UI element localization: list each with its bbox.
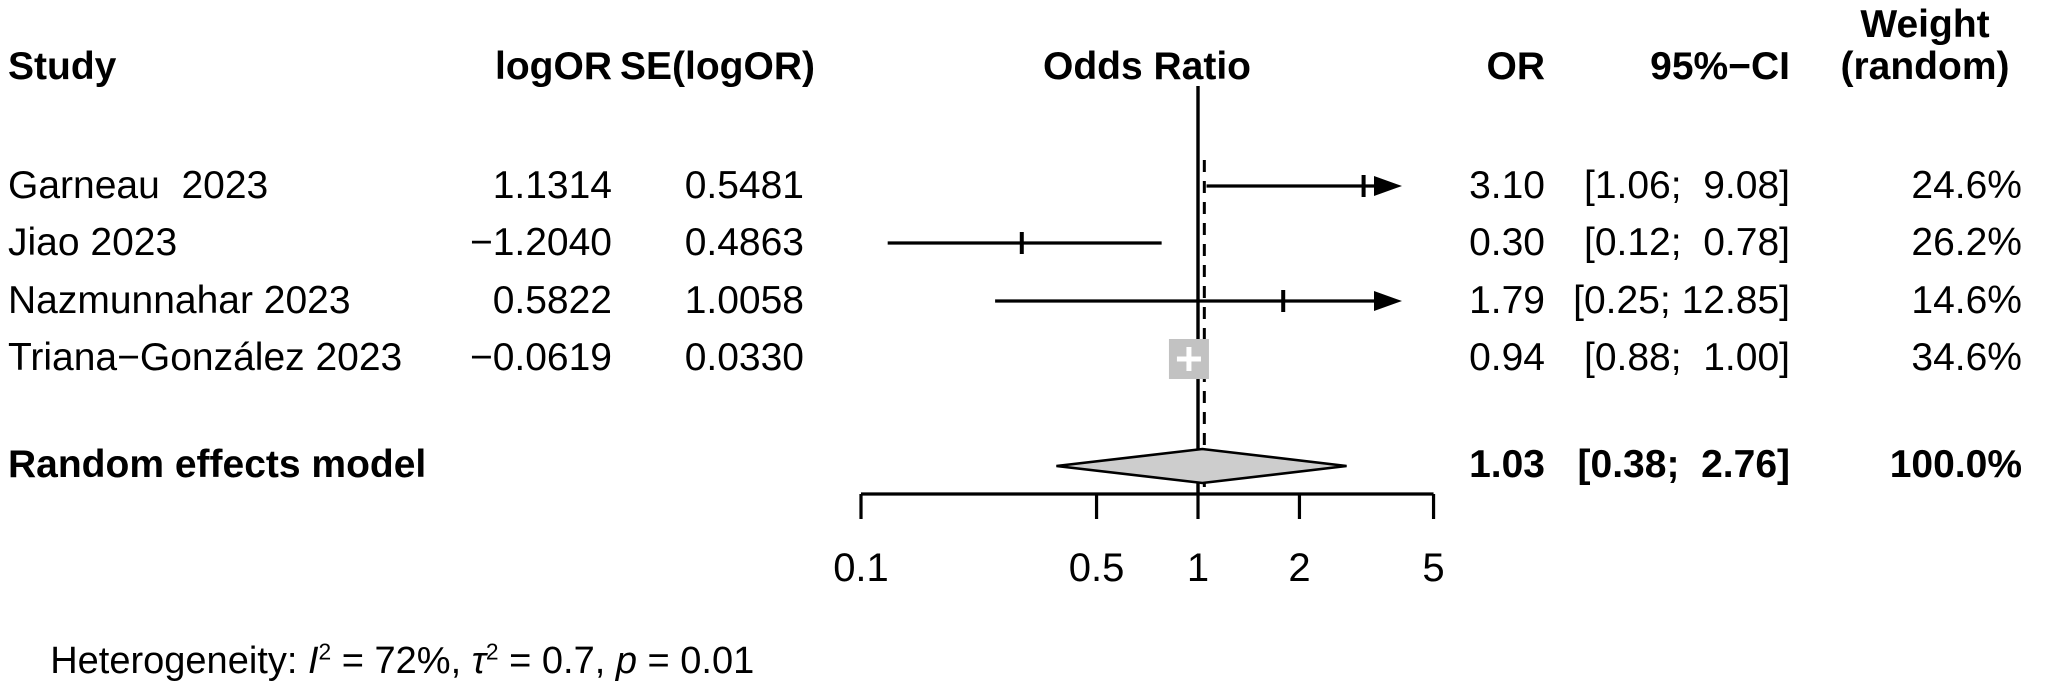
- or-value: 1.79: [1469, 279, 1545, 322]
- study-name: Triana−González 2023: [8, 336, 403, 379]
- summary-diamond: [1056, 447, 1347, 485]
- point-estimate-tick: [1019, 232, 1024, 254]
- het-tau-sup: 2: [485, 638, 499, 665]
- column-header-logor: logOR: [495, 45, 612, 88]
- or-value: 0.30: [1469, 221, 1545, 264]
- x-axis-tick-label: 2: [1288, 546, 1310, 590]
- se-value: 0.5481: [684, 164, 804, 207]
- point-estimate-tick: [1281, 290, 1286, 312]
- weight-value: 24.6%: [1911, 164, 2022, 207]
- column-header-or: OR: [1486, 45, 1546, 88]
- ci-value: [0.25; 12.85]: [1573, 279, 1790, 322]
- ci-value: [1.06; 9.08]: [1584, 164, 1790, 207]
- x-axis-tick-label: 1: [1187, 546, 1209, 590]
- x-axis-tick-label: 0.1: [833, 546, 889, 590]
- point-estimate-tick: [1361, 175, 1366, 197]
- column-header-odds-ratio: Odds Ratio: [1042, 45, 1251, 88]
- summary-or-value: 1.03: [1469, 443, 1545, 486]
- study-name: Jiao 2023: [8, 221, 178, 264]
- het-p-value: = 0.01: [636, 640, 755, 682]
- weight-value: 26.2%: [1911, 221, 2022, 264]
- column-header-study: Study: [8, 45, 117, 88]
- ci-value: [0.12; 0.78]: [1584, 221, 1790, 264]
- square-plus-icon: [1186, 347, 1192, 371]
- het-i-sup: 2: [318, 638, 332, 665]
- weight-value: 14.6%: [1911, 279, 2022, 322]
- het-p-symbol: p: [615, 640, 637, 682]
- x-axis-tick-label: 5: [1422, 546, 1444, 590]
- ci-arrowhead: [1374, 291, 1402, 311]
- column-header-weight-line2: (random): [1840, 45, 2010, 88]
- ci-value: [0.88; 1.00]: [1584, 336, 1790, 379]
- het-tau-symbol: τ: [471, 640, 486, 682]
- or-value: 3.10: [1469, 164, 1545, 207]
- het-i2-value: = 72%,: [331, 640, 472, 682]
- summary-weight-value: 100.0%: [1889, 443, 2022, 486]
- logor-value: 0.5822: [492, 279, 612, 322]
- logor-value: −1.2040: [469, 221, 612, 264]
- x-axis-tick-label: 0.5: [1069, 546, 1125, 590]
- summary-row-label: Random effects model: [8, 443, 427, 486]
- het-i-symbol: I: [307, 640, 319, 682]
- column-header-ci: 95%−CI: [1650, 45, 1790, 88]
- logor-value: −0.0619: [469, 336, 612, 379]
- overall-effect-line: Test for overall effect (random effects)…: [8, 642, 1018, 691]
- het-tau2-value: = 0.7,: [498, 640, 616, 682]
- se-value: 1.0058: [684, 279, 804, 322]
- column-header-se: SE(logOR): [620, 45, 815, 88]
- se-value: 0.4863: [684, 221, 804, 264]
- or-value: 0.94: [1469, 336, 1545, 379]
- het-prefix: Heterogeneity:: [50, 640, 308, 682]
- logor-value: 1.1314: [492, 164, 612, 207]
- summary-ci-value: [0.38; 2.76]: [1577, 443, 1790, 486]
- weight-value: 34.6%: [1911, 336, 2022, 379]
- ci-arrowhead: [1374, 176, 1402, 196]
- study-name: Nazmunnahar 2023: [8, 279, 351, 322]
- study-name: Garneau 2023: [8, 164, 269, 207]
- se-value: 0.0330: [684, 336, 804, 379]
- column-header-weight-line1: Weight: [1860, 3, 1990, 46]
- heterogeneity-line: Heterogeneity: I2 = 72%, τ2 = 0.7, p = 0…: [8, 592, 754, 691]
